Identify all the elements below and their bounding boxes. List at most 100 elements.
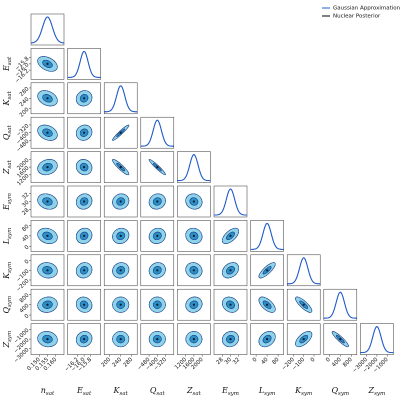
panel-frame bbox=[286, 254, 321, 287]
gaussian-contour bbox=[112, 193, 130, 210]
gaussian-contour bbox=[75, 159, 93, 176]
x-tick-label: 80 bbox=[271, 356, 281, 366]
mean-point bbox=[119, 338, 122, 341]
gaussian-contour bbox=[75, 124, 93, 141]
label-subscript: sym bbox=[228, 391, 239, 397]
gaussian-curve bbox=[140, 119, 174, 147]
mean-point bbox=[302, 338, 305, 341]
gaussian-curve bbox=[67, 50, 101, 78]
gaussian-contour bbox=[185, 227, 203, 244]
gaussian-contour bbox=[37, 262, 58, 279]
x-axis-label: Qsym bbox=[331, 386, 349, 397]
mean-point bbox=[119, 234, 122, 237]
mean-point bbox=[192, 234, 195, 237]
x-axis-label: Zsym bbox=[368, 386, 386, 397]
mean-point bbox=[119, 166, 122, 169]
y-axis-label: Zsat bbox=[2, 159, 13, 175]
gaussian-contour bbox=[37, 296, 58, 313]
gaussian-contour bbox=[189, 266, 199, 275]
label-symbol: E bbox=[2, 65, 11, 72]
gaussian-curve bbox=[250, 222, 284, 250]
gaussian-contour bbox=[152, 300, 162, 309]
mean-point bbox=[266, 303, 269, 306]
posterior-curve bbox=[140, 119, 174, 147]
panel-frame bbox=[140, 151, 175, 183]
mean-point bbox=[156, 269, 159, 272]
label-subscript: sat bbox=[7, 56, 13, 65]
gaussian-contour bbox=[189, 231, 199, 240]
y-tick-label: 0 bbox=[24, 258, 31, 265]
posterior-curve bbox=[323, 291, 357, 319]
label-symbol: K bbox=[2, 98, 11, 106]
label-symbol: Z bbox=[186, 386, 193, 395]
gaussian-contour bbox=[75, 193, 93, 210]
gaussian-contour bbox=[75, 296, 93, 313]
gaussian-contour bbox=[79, 266, 89, 275]
label-subscript: sym bbox=[7, 331, 13, 342]
gaussian-contour bbox=[42, 197, 53, 206]
gaussian-contour bbox=[152, 335, 162, 344]
mean-point bbox=[83, 338, 86, 341]
mean-point bbox=[46, 166, 49, 169]
mean-point bbox=[119, 303, 122, 306]
y-tick-label: 240 bbox=[19, 96, 31, 108]
gaussian-contour bbox=[148, 159, 166, 176]
gaussian-contour bbox=[222, 296, 239, 313]
mean-point bbox=[46, 234, 49, 237]
panel-frame bbox=[213, 288, 248, 321]
gaussian-contour bbox=[226, 335, 235, 344]
gaussian-curve bbox=[104, 85, 138, 113]
y-axis-label: Esat bbox=[2, 56, 13, 72]
mean-point bbox=[83, 234, 86, 237]
posterior-curve bbox=[177, 154, 211, 181]
y-tick-label: 0 bbox=[24, 244, 31, 251]
mean-point bbox=[46, 303, 49, 306]
label-subscript: sym bbox=[7, 193, 13, 204]
posterior-curve bbox=[30, 16, 65, 44]
gaussian-contour bbox=[42, 94, 53, 103]
label-subscript: sym bbox=[7, 262, 13, 273]
gaussian-contour bbox=[79, 231, 89, 240]
posterior-curve bbox=[214, 188, 247, 216]
panel-frame bbox=[67, 116, 101, 149]
gaussian-contour bbox=[299, 300, 309, 309]
gaussian-contour bbox=[185, 262, 203, 279]
mean-point bbox=[192, 200, 195, 203]
gaussian-contour bbox=[79, 300, 89, 309]
gaussian-contour bbox=[42, 163, 53, 172]
y-tick-label: 400 bbox=[19, 303, 31, 315]
x-axis-label: Lsym bbox=[258, 386, 275, 397]
gaussian-contour bbox=[152, 231, 162, 240]
gaussian-curve bbox=[177, 154, 211, 182]
y-axis-label: Ksym bbox=[2, 262, 13, 280]
panel-frame bbox=[177, 220, 211, 252]
posterior-curve bbox=[250, 222, 284, 250]
posterior-curve bbox=[360, 326, 394, 353]
panel-frame bbox=[30, 13, 65, 46]
panel-frame bbox=[140, 185, 175, 218]
panel-frame bbox=[103, 185, 138, 218]
label-subscript: sat bbox=[7, 124, 13, 133]
panel-frame bbox=[103, 254, 138, 287]
x-tick-label: 0 bbox=[310, 356, 317, 363]
x-tick-label: 0 bbox=[252, 356, 259, 363]
mean-point bbox=[119, 269, 122, 272]
mean-point bbox=[192, 269, 195, 272]
label-symbol: Z bbox=[2, 341, 11, 348]
gaussian-curve bbox=[214, 188, 247, 216]
x-tick-label: 400 bbox=[331, 356, 343, 368]
label-subscript: sym bbox=[374, 391, 385, 397]
gaussian-contour bbox=[116, 300, 126, 309]
x-axis-label: Zsat bbox=[186, 386, 202, 397]
x-tick-label: 32 bbox=[232, 357, 241, 366]
gaussian-contour bbox=[262, 335, 272, 344]
label-symbol: L bbox=[258, 386, 264, 395]
label-symbol: K bbox=[294, 386, 302, 395]
label-symbol: L bbox=[2, 239, 11, 245]
x-axis-label: Esat bbox=[76, 386, 92, 397]
label-subscript: sat bbox=[7, 90, 13, 99]
gaussian-contour bbox=[185, 296, 203, 313]
mean-point bbox=[46, 200, 49, 203]
panel-frame bbox=[213, 185, 248, 218]
gaussian-contour bbox=[79, 197, 89, 206]
